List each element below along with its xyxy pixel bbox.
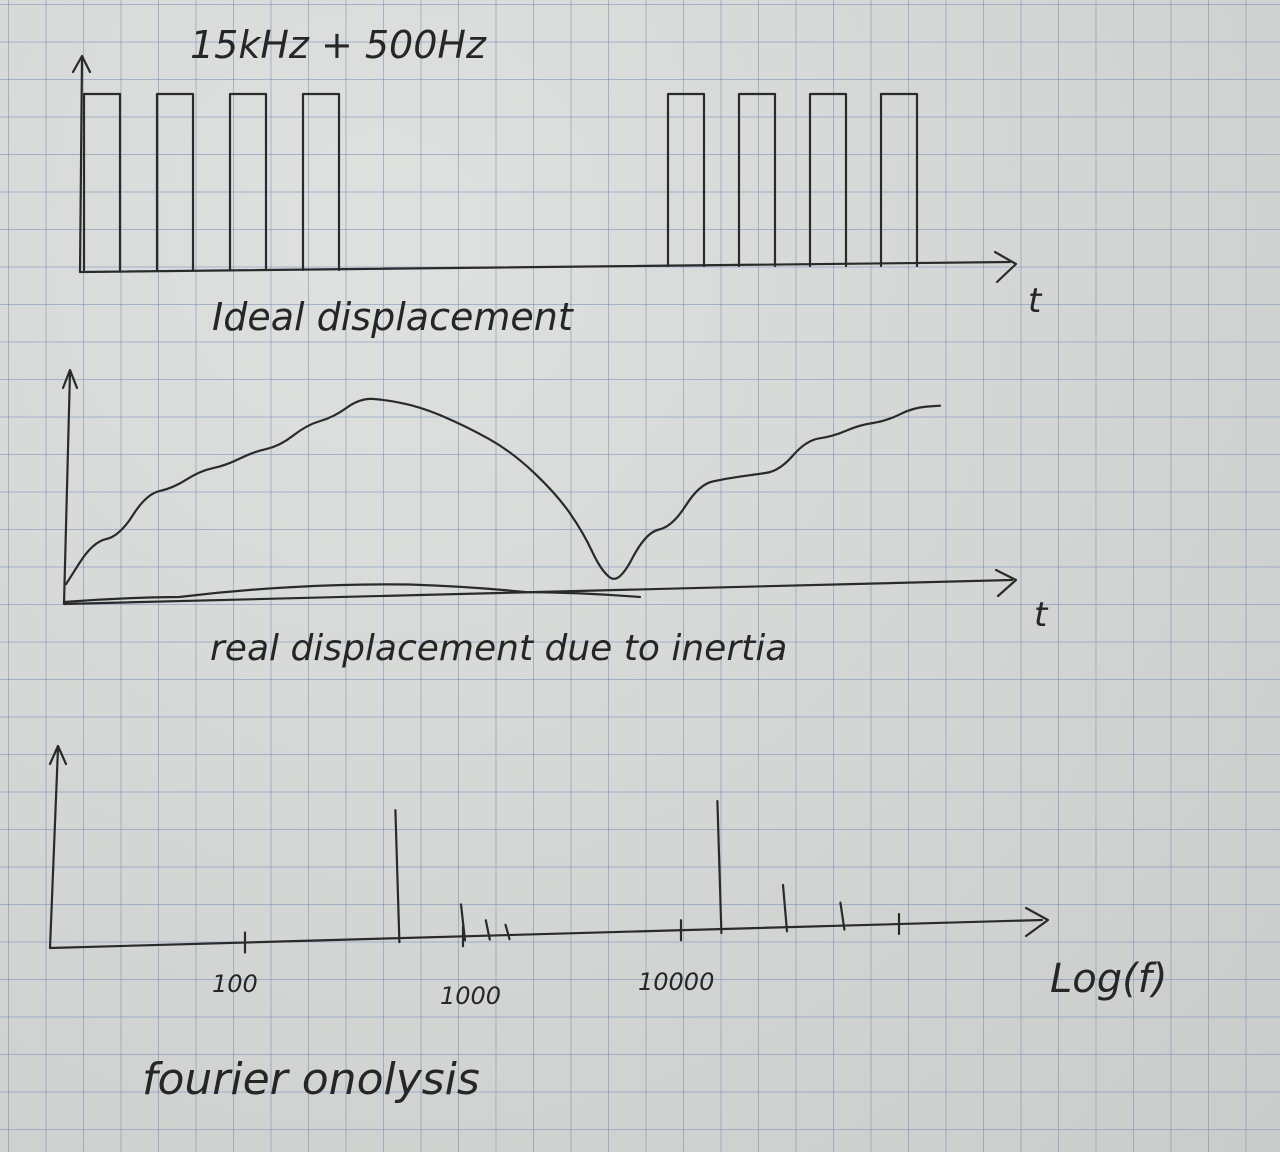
chart1-pulse-g0-0 [82,92,122,272]
chart2-baseline-curve [62,583,642,604]
chart1-x-label: t [1028,281,1043,321]
chart3-tick-label-1000: 1000 [440,982,501,1010]
chart3-spike-1 [459,903,467,942]
chart1-y-axis [78,56,84,274]
chart3-spike-3 [504,923,511,941]
chart3-x-axis [48,918,1044,950]
chart1-title: 15kHz + 500Hz [190,23,487,67]
chart1-pulse-g1-2 [808,92,848,268]
chart1-pulse-g1-1 [737,92,777,268]
chart1-pulse-g0-2 [228,92,268,272]
chart2-caption: real displacement due to inertia [210,628,787,669]
chart1-y-arrow [71,54,92,74]
chart2-displacement-curve [64,397,942,586]
chart1-x-arrow [993,250,1018,284]
chart1-caption: Ideal displacement [212,295,575,339]
chart3-tick-label-100: 100 [212,970,258,998]
ideal-displacement-chart: 15kHz + 500Hz t Ideal displacement [71,23,1043,339]
chart3-spike-2 [484,919,491,941]
chart1-pulse-g1-0 [666,92,706,268]
chart3-spike-6 [839,901,846,931]
chart2-x-arrow [994,568,1018,598]
chart2-y-axis [62,370,72,606]
chart2-x-label: t [1034,595,1049,635]
fourier-analysis-chart: Log(f) 100 1000 10000 fourier onolysis [48,744,1167,1105]
chart2-y-arrow [61,368,79,390]
chart1-pulse-g0-3 [301,92,341,272]
chart3-x-label: Log(f) [1050,956,1167,1002]
chart1-x-axis [78,260,1012,274]
chart3-spike-0 [394,809,401,944]
chart3-spike-5 [781,883,789,933]
chart3-spikes [394,800,846,944]
chart3-caption: fourier onolysis [142,1054,480,1105]
chart3-x-arrow [1024,906,1050,938]
chart3-y-axis [48,746,60,950]
chart3-y-arrow [48,744,68,766]
real-displacement-chart: t real displacement due to inertia [61,368,1049,669]
chart3-tick-label-10000: 10000 [638,968,714,996]
chart3-spike-4 [716,800,723,935]
chart1-pulse-train [82,92,919,272]
chart1-pulse-g1-3 [879,92,919,268]
chart1-pulse-g0-1 [155,92,195,272]
